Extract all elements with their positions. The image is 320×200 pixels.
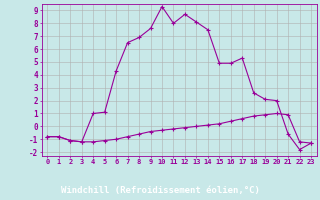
Text: Windchill (Refroidissement éolien,°C): Windchill (Refroidissement éolien,°C) <box>60 186 260 195</box>
